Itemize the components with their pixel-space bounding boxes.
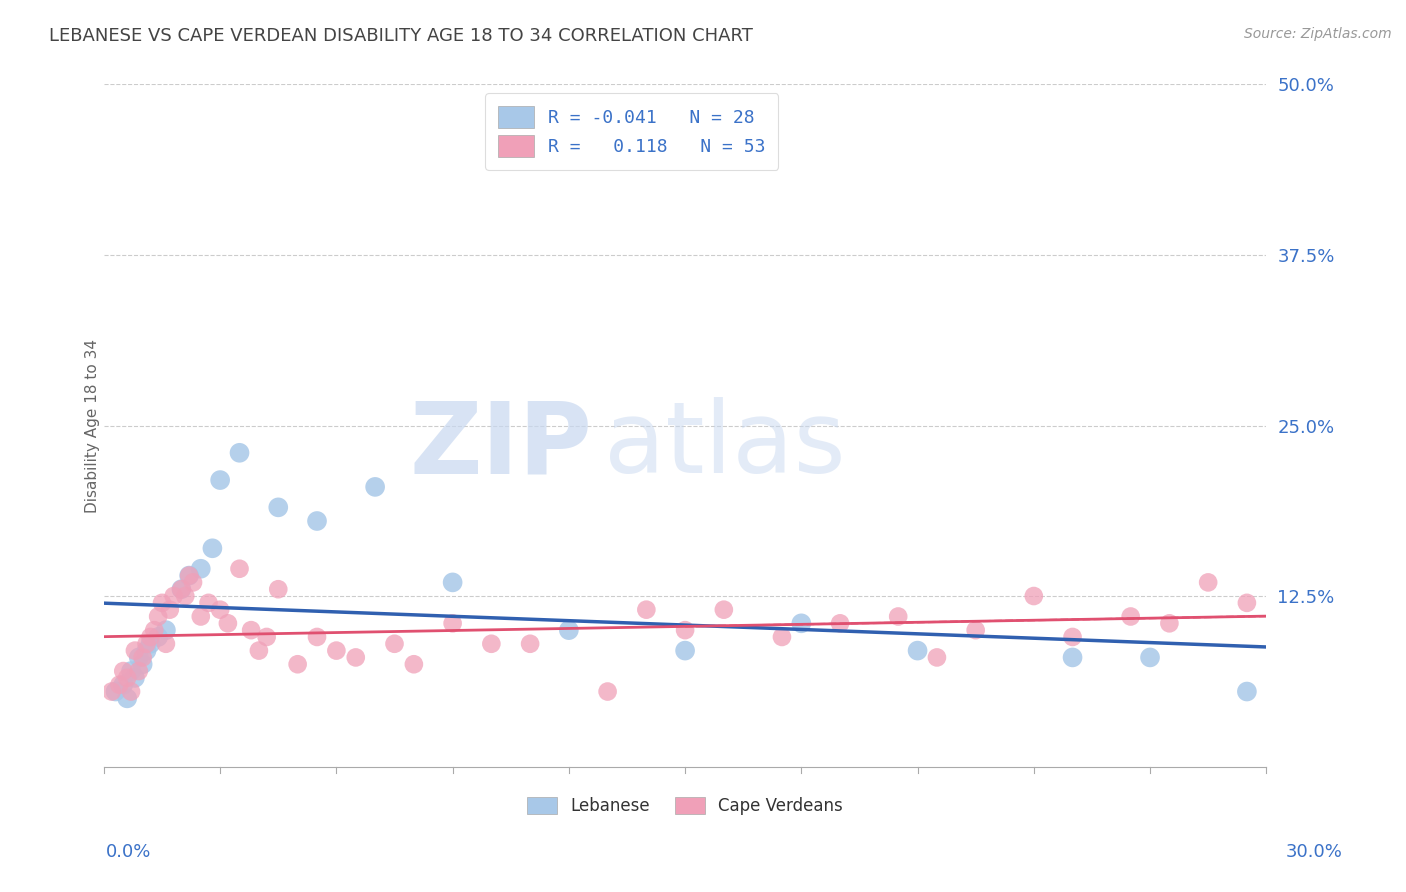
Point	[636, 602, 658, 616]
Point	[1062, 630, 1084, 644]
Point	[925, 650, 948, 665]
Point	[217, 616, 239, 631]
Point	[305, 630, 328, 644]
Point	[163, 589, 186, 603]
Point	[247, 643, 270, 657]
Point	[135, 643, 157, 657]
Point	[479, 637, 502, 651]
Point	[1139, 650, 1161, 665]
Point	[1022, 589, 1045, 603]
Point	[128, 650, 150, 665]
Point	[135, 637, 157, 651]
Point	[170, 582, 193, 597]
Point	[384, 637, 406, 651]
Point	[115, 671, 138, 685]
Point	[146, 609, 169, 624]
Point	[287, 657, 309, 672]
Point	[228, 562, 250, 576]
Point	[181, 575, 204, 590]
Point	[402, 657, 425, 672]
Point	[673, 623, 696, 637]
Point	[673, 643, 696, 657]
Point	[1119, 609, 1142, 624]
Point	[143, 623, 166, 637]
Point	[120, 684, 142, 698]
Point	[209, 602, 232, 616]
Point	[256, 630, 278, 644]
Point	[100, 684, 122, 698]
Point	[887, 609, 910, 624]
Point	[228, 446, 250, 460]
Point	[770, 630, 793, 644]
Point	[190, 562, 212, 576]
Point	[267, 582, 290, 597]
Point	[179, 568, 201, 582]
Text: atlas: atlas	[603, 398, 845, 494]
Point	[115, 691, 138, 706]
Point	[441, 575, 464, 590]
Point	[828, 616, 851, 631]
Point	[240, 623, 263, 637]
Point	[112, 678, 135, 692]
Point	[120, 664, 142, 678]
Point	[305, 514, 328, 528]
Point	[112, 664, 135, 678]
Point	[197, 596, 219, 610]
Point	[124, 643, 146, 657]
Point	[128, 664, 150, 678]
Point	[1236, 684, 1258, 698]
Point	[124, 671, 146, 685]
Point	[139, 637, 162, 651]
Point	[190, 609, 212, 624]
Point	[201, 541, 224, 556]
Point	[131, 657, 153, 672]
Text: 30.0%: 30.0%	[1286, 843, 1343, 861]
Point	[170, 582, 193, 597]
Point	[159, 602, 181, 616]
Point	[1062, 650, 1084, 665]
Point	[344, 650, 367, 665]
Text: ZIP: ZIP	[409, 398, 592, 494]
Point	[155, 623, 177, 637]
Text: LEBANESE VS CAPE VERDEAN DISABILITY AGE 18 TO 34 CORRELATION CHART: LEBANESE VS CAPE VERDEAN DISABILITY AGE …	[49, 27, 754, 45]
Text: Source: ZipAtlas.com: Source: ZipAtlas.com	[1244, 27, 1392, 41]
Point	[1236, 596, 1258, 610]
Point	[150, 596, 173, 610]
Point	[519, 637, 541, 651]
Point	[907, 643, 929, 657]
Point	[1159, 616, 1181, 631]
Point	[441, 616, 464, 631]
Point	[364, 480, 387, 494]
Point	[146, 630, 169, 644]
Point	[1197, 575, 1219, 590]
Point	[965, 623, 987, 637]
Legend: Lebanese, Cape Verdeans: Lebanese, Cape Verdeans	[519, 789, 852, 823]
Point	[108, 678, 131, 692]
Point	[179, 568, 201, 582]
Point	[104, 684, 127, 698]
Point	[267, 500, 290, 515]
Point	[209, 473, 232, 487]
Text: 0.0%: 0.0%	[105, 843, 150, 861]
Point	[174, 589, 197, 603]
Point	[790, 616, 813, 631]
Point	[713, 602, 735, 616]
Point	[155, 637, 177, 651]
Y-axis label: Disability Age 18 to 34: Disability Age 18 to 34	[86, 338, 100, 513]
Point	[596, 684, 619, 698]
Point	[558, 623, 581, 637]
Point	[325, 643, 347, 657]
Point	[139, 630, 162, 644]
Point	[131, 650, 153, 665]
